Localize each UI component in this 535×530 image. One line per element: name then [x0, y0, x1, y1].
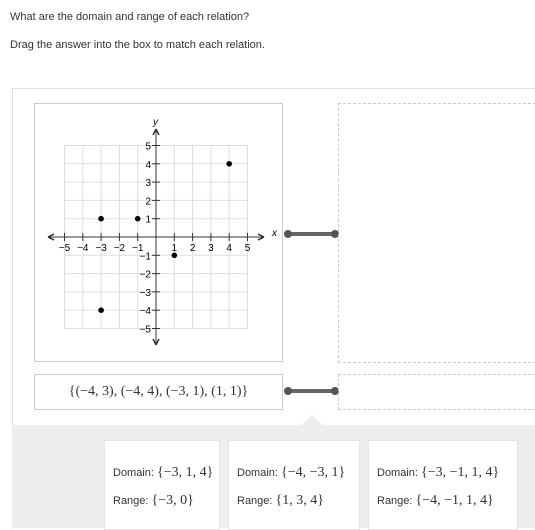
connector-end: [331, 387, 339, 395]
y-tick-label: 5: [145, 142, 151, 153]
y-tick-label: 1: [145, 215, 151, 226]
range: {−4, −1, 1, 4}: [415, 493, 494, 508]
connector-end: [284, 230, 292, 238]
graph: x y −5 −4 −3 −2 −1 1 2 3 4 5 5 4 3 2 1 −1 −2 −3 −4 −5: [47, 117, 278, 346]
notch: [300, 415, 324, 426]
connector: [287, 389, 335, 393]
graph-card[interactable]: x y −5 −4 −3 −2 −1 1 2 3 4 5 5 4 3 2 1 −1 −2 −3 −4 −5: [34, 103, 283, 362]
drop-box[interactable]: [338, 374, 535, 410]
directions: Drag the answer into the box to match ea…: [10, 39, 265, 51]
y-tick-label: −4: [140, 306, 152, 317]
question: What are the domain and range of each re…: [10, 11, 250, 23]
x-axis-label: x: [271, 228, 278, 239]
y-tick-label: 4: [145, 160, 151, 171]
domain: {−3, −1, 1, 4}: [421, 465, 500, 480]
y-tick-label: −5: [140, 325, 152, 336]
point: [98, 307, 104, 313]
point: [134, 215, 141, 222]
x-tick-label: 2: [190, 243, 196, 254]
y-tick-label: −1: [140, 251, 152, 262]
connector-end: [331, 230, 339, 238]
arrow: [152, 338, 160, 346]
range: {1, 3, 4}: [275, 493, 324, 508]
arrow: [152, 128, 160, 136]
range-label: Range:: [237, 495, 273, 507]
arrow: [257, 233, 265, 241]
panel: [12, 88, 535, 529]
domain: {−3, 1, 4}: [157, 465, 214, 480]
answer-card[interactable]: Domain: {−4, −3, 1} Range: {1, 3, 4}: [228, 440, 360, 530]
range-label: Range:: [377, 495, 413, 507]
domain-label: Domain:: [113, 467, 154, 479]
connector-end: [284, 387, 292, 395]
x-tick-label: −5: [59, 243, 71, 254]
range: {−3, 0}: [151, 493, 194, 508]
x-tick-label: 5: [245, 243, 251, 254]
drop-box[interactable]: [338, 103, 535, 363]
y-tick-label: −2: [140, 270, 152, 281]
point: [171, 252, 178, 259]
y-tick-label: 3: [145, 178, 151, 189]
x-tick-label: −2: [114, 243, 126, 254]
x-tick-label: 1: [172, 243, 178, 254]
arrow: [47, 233, 55, 241]
y-tick-label: 2: [145, 196, 151, 207]
domain-label: Domain:: [377, 467, 418, 479]
point: [226, 161, 232, 167]
y-tick-label: −3: [140, 288, 152, 299]
domain: {−4, −3, 1}: [281, 465, 346, 480]
connector: [287, 232, 335, 236]
x-tick-label: −1: [132, 243, 144, 254]
x-tick-label: −4: [77, 243, 89, 254]
set-card[interactable]: {(−4, 3), (−4, 4), (−3, 1), (1, 1)}: [34, 374, 283, 410]
answer-card[interactable]: Domain: {−3, −1, 1, 4} Range: {−4, −1, 1…: [368, 440, 518, 530]
y-axis-label: y: [152, 117, 159, 128]
x-tick-label: −3: [95, 243, 107, 254]
domain-label: Domain:: [237, 467, 278, 479]
answer-card[interactable]: Domain: {−3, 1, 4} Range: {−3, 0}: [104, 440, 220, 530]
range-label: Range:: [113, 495, 149, 507]
point: [98, 215, 104, 222]
x-tick-label: 4: [226, 243, 232, 254]
x-tick-label: 3: [208, 243, 214, 254]
